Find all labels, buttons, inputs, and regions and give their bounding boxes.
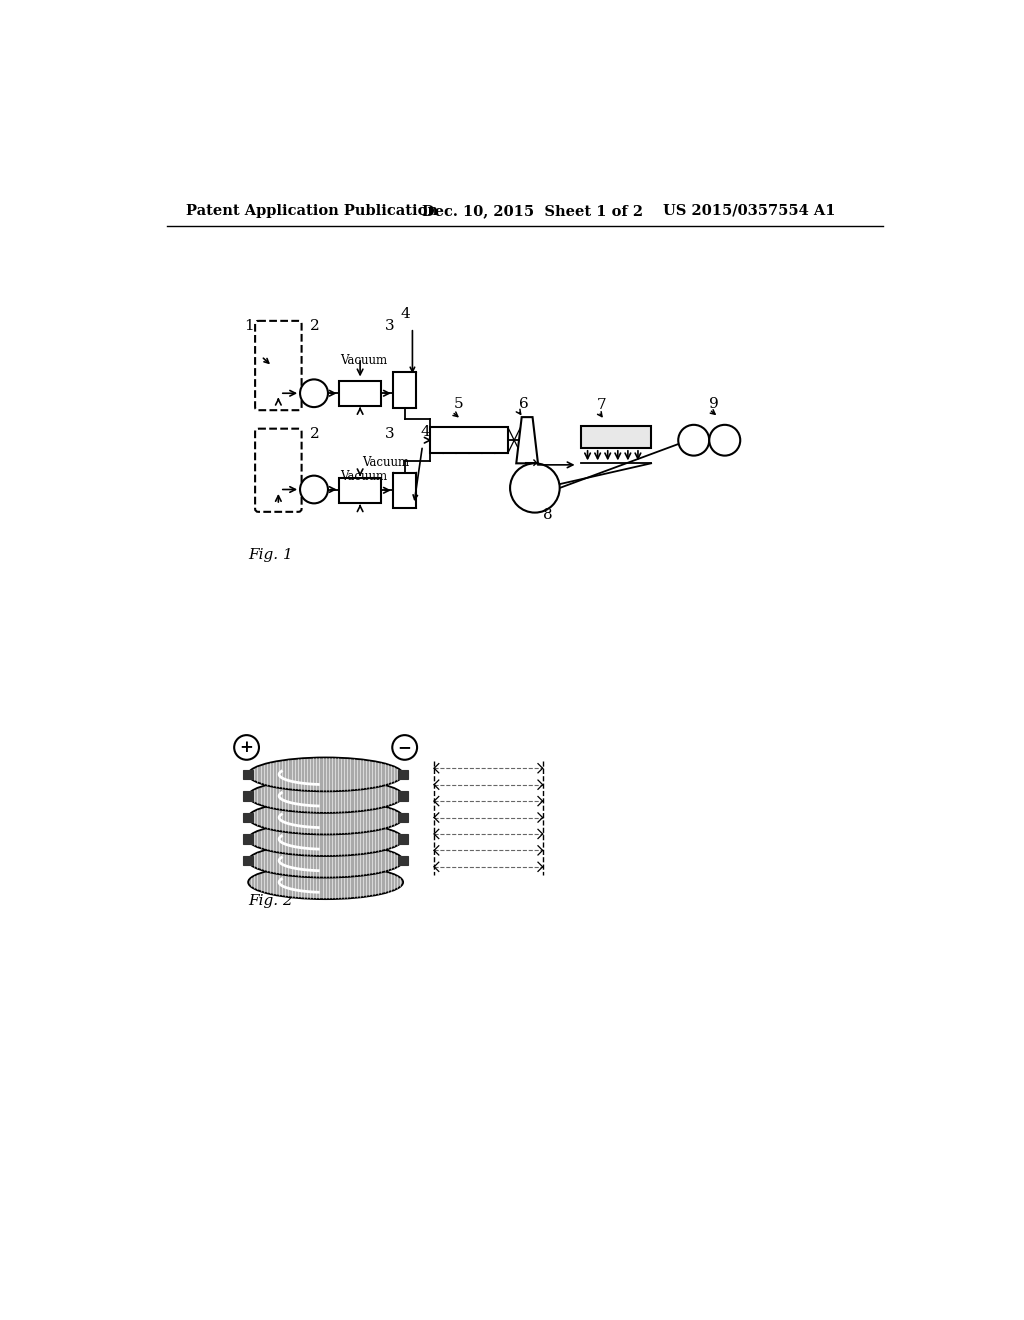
Bar (393, 473, 417, 508)
Text: Fig. 1: Fig. 1 (248, 548, 293, 562)
Bar (398, 813, 408, 822)
Text: 9: 9 (710, 397, 719, 411)
Circle shape (300, 379, 328, 407)
Circle shape (678, 425, 710, 455)
Bar (244, 855, 253, 866)
Circle shape (510, 463, 560, 512)
Bar (244, 813, 253, 822)
Bar (398, 770, 408, 779)
Text: US 2015/0357554 A1: US 2015/0357554 A1 (663, 203, 836, 218)
Text: Vacuum: Vacuum (340, 354, 387, 367)
Bar (398, 834, 408, 843)
Text: Vacuum: Vacuum (340, 470, 387, 483)
Text: 3: 3 (385, 319, 395, 333)
Bar (244, 834, 253, 843)
Text: −: − (397, 739, 412, 756)
Bar (582, 426, 651, 447)
Text: 5: 5 (454, 397, 463, 411)
Text: 8: 8 (543, 508, 552, 521)
Text: Patent Application Publication: Patent Application Publication (186, 203, 438, 218)
Bar (244, 770, 253, 779)
Text: 2: 2 (310, 426, 319, 441)
Text: +: + (240, 739, 254, 756)
Ellipse shape (248, 758, 403, 791)
Circle shape (392, 735, 417, 760)
Text: 4: 4 (400, 306, 411, 321)
Circle shape (300, 475, 328, 503)
Bar (339, 381, 381, 405)
Circle shape (234, 735, 259, 760)
Bar (398, 792, 408, 800)
FancyBboxPatch shape (255, 321, 302, 411)
Circle shape (710, 425, 740, 455)
Text: 6: 6 (519, 397, 529, 411)
Text: Fig. 2: Fig. 2 (248, 895, 293, 908)
Bar (339, 478, 381, 503)
FancyBboxPatch shape (255, 429, 302, 512)
Ellipse shape (248, 866, 403, 899)
Ellipse shape (248, 843, 403, 878)
Text: Dec. 10, 2015  Sheet 1 of 2: Dec. 10, 2015 Sheet 1 of 2 (423, 203, 644, 218)
Bar (430, 428, 508, 453)
Bar (393, 372, 417, 408)
Text: 1: 1 (245, 319, 254, 333)
Polygon shape (516, 417, 538, 463)
Text: 2: 2 (310, 319, 319, 333)
Bar (398, 855, 408, 866)
Ellipse shape (248, 822, 403, 857)
Bar (244, 792, 253, 800)
Ellipse shape (248, 779, 403, 813)
Text: 7: 7 (597, 399, 606, 412)
Text: →: → (523, 454, 538, 473)
Text: Vacuum: Vacuum (362, 457, 410, 470)
Text: 4: 4 (420, 425, 430, 438)
Ellipse shape (248, 800, 403, 834)
Text: 3: 3 (385, 426, 395, 441)
